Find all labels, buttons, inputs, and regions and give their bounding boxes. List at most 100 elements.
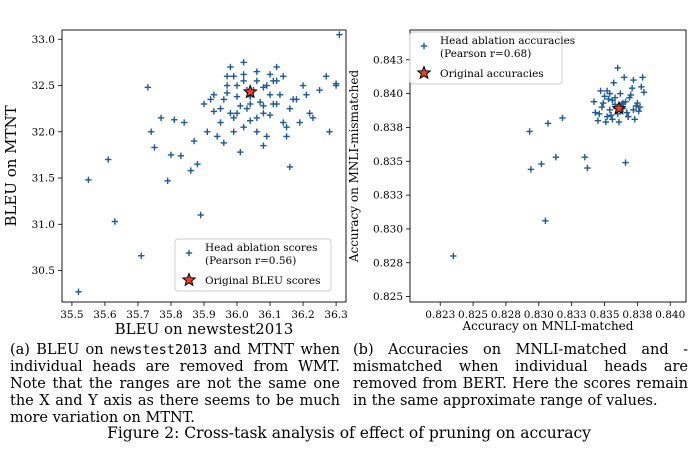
data-point xyxy=(601,93,608,100)
x-tick-label: 0.833 xyxy=(557,309,587,321)
data-point xyxy=(630,76,637,84)
data-point xyxy=(276,91,284,98)
y-tick-label: 0.840 xyxy=(373,88,403,100)
x-tick-label: 35.6 xyxy=(93,309,117,321)
plot-a-bleu: 35.5 35.6 35.7 35.8 35.9 36.0 36.1 36.2 36.3 30.5… xyxy=(2,29,348,338)
data-point xyxy=(631,116,638,123)
data-point xyxy=(273,63,280,71)
data-point xyxy=(247,117,254,124)
data-point xyxy=(263,133,270,140)
legend-star-marker xyxy=(181,272,197,287)
x-tick-label: 36.2 xyxy=(291,309,314,321)
data-point xyxy=(602,118,610,126)
data-point xyxy=(263,82,270,89)
data-point xyxy=(603,113,611,120)
x-axis-label: BLEU on newstest2013 xyxy=(115,320,294,338)
y-tick-label: 30.5 xyxy=(32,265,55,277)
data-point xyxy=(634,99,641,107)
figure-caption: Figure 2: Cross-task analysis of effect … xyxy=(107,424,591,442)
plot-b-mnli: 0.823 0.825 0.828 0.830 0.833 0.835 0.838 0.840… xyxy=(347,29,687,333)
data-point xyxy=(621,74,628,81)
data-point xyxy=(187,167,194,174)
y-tick-label: 31.5 xyxy=(32,173,55,185)
data-point xyxy=(253,68,261,75)
data-point xyxy=(270,77,277,85)
data-point xyxy=(286,105,294,112)
data-point xyxy=(111,218,119,225)
data-point xyxy=(306,110,313,117)
legend-pearson-label: (Pearson r=0.68) xyxy=(440,48,531,60)
data-point xyxy=(283,123,290,131)
data-point xyxy=(598,103,606,111)
original-point xyxy=(611,100,627,115)
data-point xyxy=(624,113,632,120)
data-point xyxy=(597,87,604,95)
data-point xyxy=(605,95,612,103)
y-tick-label: 0.828 xyxy=(373,257,403,269)
data-point xyxy=(223,82,231,89)
data-point xyxy=(527,166,535,173)
data-point xyxy=(622,159,629,166)
legend-star-marker xyxy=(416,65,432,80)
data-point xyxy=(253,128,261,135)
original-point xyxy=(242,84,258,99)
data-point xyxy=(266,71,274,78)
data-point xyxy=(144,84,152,91)
caption-a-dataset: newstest2013 xyxy=(109,342,208,358)
data-point xyxy=(584,164,591,172)
data-point xyxy=(164,177,171,185)
data-point xyxy=(596,110,603,118)
data-point xyxy=(230,114,237,122)
x-tick-label: 0.838 xyxy=(622,309,652,321)
y-tick-label: 0.843 xyxy=(373,54,403,66)
data-point xyxy=(237,148,244,156)
data-point xyxy=(190,137,198,145)
legend-box xyxy=(409,31,563,85)
y-tick-label: 32.5 xyxy=(32,80,55,92)
y-tick-label: 33.0 xyxy=(32,34,55,46)
data-point xyxy=(283,133,290,140)
data-point xyxy=(214,133,221,140)
data-point xyxy=(638,83,645,91)
data-point xyxy=(217,119,224,126)
data-point xyxy=(230,73,237,80)
data-point xyxy=(253,77,261,85)
data-point xyxy=(151,144,158,151)
y-tick-label: 0.830 xyxy=(373,223,403,235)
caption-a-prefix: (a) BLEU on xyxy=(10,342,110,358)
data-point xyxy=(289,96,297,103)
data-point xyxy=(194,160,201,168)
legend-plus-marker xyxy=(185,249,193,257)
legend-ablation-label: Head ablation accuracies xyxy=(440,35,575,47)
data-point xyxy=(105,156,112,163)
data-point xyxy=(286,163,294,171)
data-point xyxy=(617,90,624,97)
data-point xyxy=(303,91,310,98)
legend-original-label: Original accuracies xyxy=(440,68,544,80)
data-point xyxy=(253,114,261,122)
data-point xyxy=(280,73,287,80)
caption-a-body: and MTNT when individual heads are remov… xyxy=(10,342,340,426)
data-point xyxy=(559,114,566,122)
x-tick-label: 35.8 xyxy=(159,309,182,321)
data-point xyxy=(220,96,228,103)
data-point xyxy=(138,252,145,259)
data-point xyxy=(240,77,247,85)
x-tick-label: 0.830 xyxy=(524,309,554,321)
data-point xyxy=(636,103,644,111)
data-point xyxy=(336,31,343,38)
y-tick-label: 0.833 xyxy=(373,190,403,202)
caption-a: (a) BLEU on newstest2013 and MTNT when i… xyxy=(10,342,340,427)
data-point xyxy=(220,139,228,147)
data-point xyxy=(626,94,633,101)
data-point xyxy=(223,89,231,97)
data-point xyxy=(607,112,615,119)
legend-original-label: Original BLEU scores xyxy=(205,275,321,287)
data-point xyxy=(600,99,607,107)
x-tick-label: 36.3 xyxy=(324,309,347,321)
data-point xyxy=(611,94,619,101)
data-point xyxy=(266,111,274,119)
data-point xyxy=(171,116,178,123)
x-tick-label: 35.9 xyxy=(192,309,215,321)
y-tick-label: 0.838 xyxy=(373,122,403,134)
